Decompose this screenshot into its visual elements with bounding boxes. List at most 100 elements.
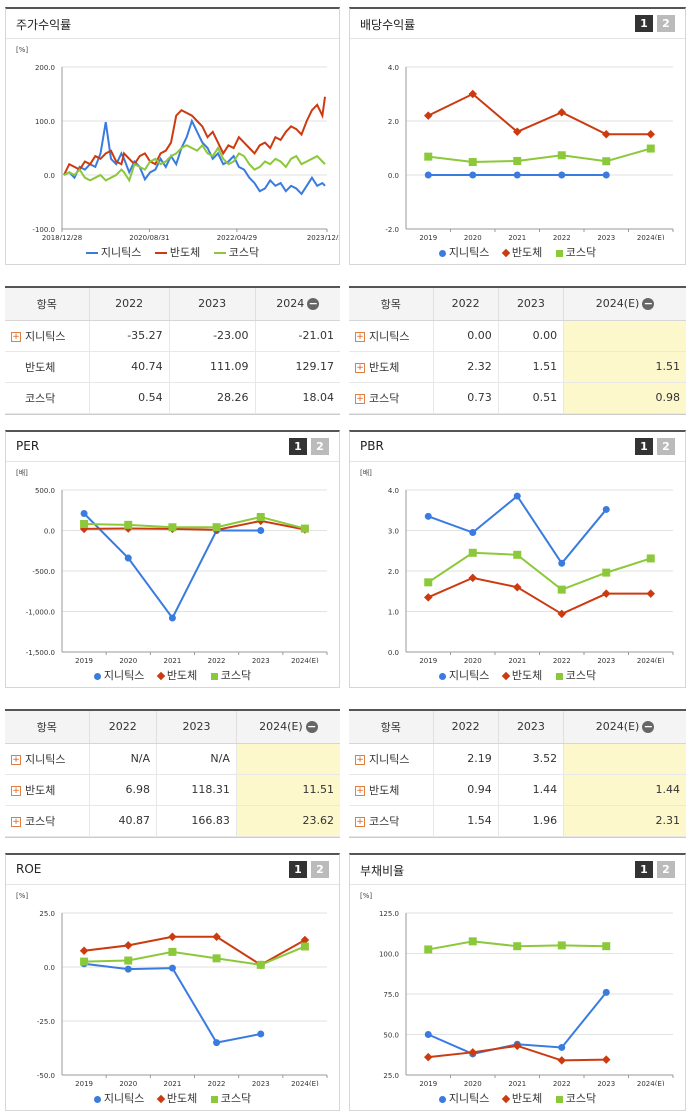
page-button-2[interactable]: 2 <box>657 861 675 878</box>
expand-icon[interactable]: + <box>11 785 21 796</box>
expand-icon[interactable]: + <box>355 393 365 404</box>
data-point <box>79 946 89 956</box>
data-point <box>424 171 432 179</box>
collapse-icon[interactable]: − <box>642 720 655 734</box>
y-tick-label: 125.0 <box>379 910 399 918</box>
data-point <box>646 589 655 598</box>
legend-item[interactable]: 반도체 <box>501 669 543 682</box>
x-tick-label: 2023 <box>597 234 615 240</box>
y-tick-label: 2.0 <box>388 118 399 126</box>
legend-item[interactable]: 코스닥 <box>555 669 597 682</box>
page-button-1[interactable]: 1 <box>635 861 653 878</box>
legend-dot-icon <box>438 1095 446 1103</box>
row-label: + 코스닥 <box>349 805 433 837</box>
data-point <box>212 954 221 963</box>
legend-item[interactable]: 코스닥 <box>555 1092 596 1105</box>
page-button-1[interactable]: 1 <box>289 438 307 455</box>
table-row: + 지니틱스 2.19 3.52 <box>349 743 686 775</box>
data-point <box>602 171 610 179</box>
data-point <box>646 554 655 563</box>
panel-head: ROE 1 2 <box>6 855 339 885</box>
page-button-2[interactable]: 2 <box>311 438 329 455</box>
expand-icon[interactable]: + <box>355 362 365 373</box>
page-button-1[interactable]: 1 <box>289 861 307 878</box>
cell: 40.87 <box>88 805 157 837</box>
panel-title: 주가수익률 <box>16 18 72 32</box>
x-tick-label: 2020/08/31 <box>129 234 169 240</box>
row-label: + 코스닥 <box>349 382 433 414</box>
x-tick-label: 2021 <box>508 657 526 663</box>
data-point <box>424 111 433 120</box>
legend-label: 반도체 <box>511 669 543 682</box>
expand-icon[interactable]: + <box>355 785 365 796</box>
collapse-icon[interactable]: − <box>307 297 320 311</box>
legend-item[interactable]: 코스닥 <box>213 246 259 259</box>
legend-item[interactable]: 지니틱스 <box>438 246 489 259</box>
table-row: 코스닥 0.54 28.26 18.04 <box>5 382 340 414</box>
page-button-2[interactable]: 2 <box>657 15 675 32</box>
row-label: + 지니틱스 <box>5 320 89 352</box>
collapse-icon[interactable]: − <box>642 297 655 311</box>
page-button-1[interactable]: 1 <box>635 15 653 32</box>
expand-icon[interactable]: + <box>11 331 21 342</box>
legend-label: 코스닥 <box>565 669 597 682</box>
table-dividend: 항목 2022 2023 2024(E) − + 지니틱스 0.00 0.00 + 반… <box>349 286 686 415</box>
row-label: + 반도체 <box>349 351 433 383</box>
per-chart: [배] 500.0 0.0 -500.0 -1,000.0 -1,500.0 2019 202… <box>16 468 328 663</box>
table-row: + 반도체 0.94 1.44 1.44 <box>349 774 686 806</box>
page-button-2[interactable]: 2 <box>311 861 329 878</box>
cell: 6.98 <box>88 774 157 806</box>
panel-head: 배당수익률 1 2 <box>350 9 685 39</box>
legend-dot-icon <box>438 672 446 680</box>
pager: 1 2 <box>635 15 675 32</box>
legend-item[interactable]: 지니틱스 <box>85 246 142 259</box>
cell: 0.98 <box>563 382 686 414</box>
cell: 1.96 <box>497 805 564 837</box>
legend-item[interactable]: 반도체 <box>156 1092 197 1105</box>
legend-item[interactable]: 반도체 <box>501 246 542 259</box>
legend-item[interactable]: 코스닥 <box>555 246 596 259</box>
page-button-1[interactable]: 1 <box>635 438 653 455</box>
expand-icon[interactable]: + <box>355 816 365 827</box>
col-header: 2024(E) − <box>563 711 686 744</box>
legend-label: 지니틱스 <box>448 1092 490 1105</box>
legend-item[interactable]: 반도체 <box>501 1092 542 1105</box>
cell: 23.62 <box>235 805 340 837</box>
panel-roe: ROE 1 2 [%] 25.0 0.0 -25.0 -50.0 2019 2020 2021… <box>5 853 340 1111</box>
panel-head: PER 1 2 <box>6 432 339 462</box>
legend-item[interactable]: 지니틱스 <box>93 669 144 682</box>
legend-item[interactable]: 지니틱스 <box>438 669 489 682</box>
legend-label: 반도체 <box>166 669 198 682</box>
chart-legend: 지니틱스 반도체 코스닥 <box>350 1090 685 1106</box>
expand-icon[interactable]: + <box>11 816 21 827</box>
legend-item[interactable]: 반도체 <box>156 669 198 682</box>
y-unit-label: [배] <box>360 468 372 477</box>
x-tick-label: 2024(E) <box>637 234 665 240</box>
legend-label: 지니틱스 <box>100 246 142 259</box>
data-point <box>468 573 477 583</box>
page-button-2[interactable]: 2 <box>657 438 675 455</box>
legend-item[interactable]: 반도체 <box>154 246 200 259</box>
expand-icon[interactable]: + <box>355 754 365 765</box>
panel-head: 부채비율 1 2 <box>350 855 685 885</box>
expand-icon[interactable]: + <box>355 331 365 342</box>
legend-square-icon <box>555 249 563 257</box>
expand-icon[interactable]: + <box>11 754 21 765</box>
legend-item[interactable]: 코스닥 <box>210 669 251 682</box>
legend-item[interactable]: 지니틱스 <box>93 1092 144 1105</box>
x-tick-label: 2019 <box>419 234 437 240</box>
data-point <box>424 1031 432 1038</box>
data-point <box>212 523 221 532</box>
collapse-icon[interactable]: − <box>305 720 318 734</box>
x-tick-label: 2020 <box>464 1080 482 1086</box>
data-point <box>424 1052 433 1062</box>
cell: N/A <box>156 743 237 775</box>
legend-item[interactable]: 코스닥 <box>210 1092 251 1105</box>
legend-item[interactable]: 지니틱스 <box>438 1092 490 1105</box>
col-header: 2023 <box>168 288 256 321</box>
table-row: + 반도체 6.98 118.31 11.51 <box>5 774 340 806</box>
cell: 11.51 <box>235 774 340 806</box>
y-unit-label: [%] <box>360 892 372 900</box>
data-point <box>213 1039 221 1047</box>
